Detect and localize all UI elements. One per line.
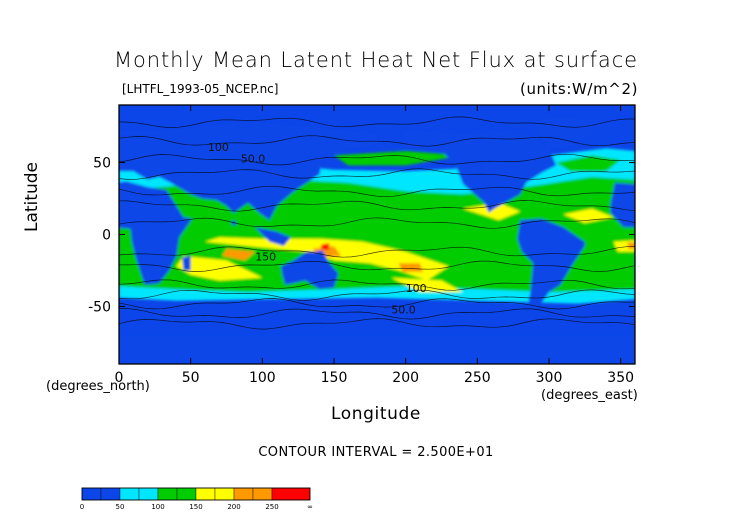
contour-line [119, 308, 635, 320]
x-tick-label: 150 [321, 370, 348, 386]
colorbar-swatch [100, 487, 121, 501]
chart-title: Monthly Mean Latent Heat Net Flux at sur… [114, 48, 638, 72]
field-layers [119, 116, 635, 364]
x-tick-label: 0 [115, 370, 124, 386]
colorbar-swatch [271, 487, 311, 501]
colorbar-label: 50 [116, 503, 125, 511]
colorbar-swatch [157, 487, 178, 501]
contour-line [119, 200, 635, 212]
file-name-label: [LHTFL_1993-05_NCEP.nc] [122, 82, 279, 96]
land-africa-west [610, 182, 635, 228]
colorbar: 0 50 100 150 200 250 ∞ [80, 487, 313, 511]
contour-lines [119, 116, 635, 330]
colorbar-label: 150 [189, 503, 202, 511]
land-madagascar [182, 256, 191, 271]
contour-line [119, 135, 635, 147]
field-region-150 [176, 256, 263, 281]
colorbar-label: 100 [151, 503, 164, 511]
colorbar-label: 200 [227, 503, 240, 511]
field-region-200 [627, 241, 635, 249]
colorbar-swatch [119, 487, 140, 501]
land-antarctica [119, 335, 635, 364]
map-field: 100 50.0 150 100 50.0 [119, 105, 635, 364]
contour-label: 150 [255, 250, 276, 263]
land-north-america [398, 130, 557, 213]
contour-line [119, 279, 635, 291]
contour-interval-label: CONTOUR INTERVAL = 2.500E+01 [258, 445, 494, 460]
land-indonesia [255, 227, 291, 246]
land-sri-lanka [230, 220, 237, 226]
colorbar-frame [81, 487, 311, 501]
x-tick-label: 50 [182, 370, 200, 386]
contour-line [119, 260, 635, 272]
field-region-150 [205, 237, 449, 281]
field-region-100 [334, 151, 463, 166]
contour-line [119, 298, 635, 310]
contour-line [119, 246, 635, 258]
x-tick-label: 250 [464, 370, 491, 386]
units-label: (units:W/m^2) [520, 80, 639, 98]
colorbar-label: 0 [80, 503, 84, 511]
y-tick-label: 0 [102, 228, 111, 244]
y-axis-unit-label: (degrees_north) [46, 379, 150, 394]
land-africa [119, 181, 193, 285]
contour-label: 100 [208, 141, 229, 154]
land-south-america [517, 218, 585, 310]
colorbar-label: ∞ [307, 503, 313, 511]
contour-label: 50.0 [241, 153, 265, 166]
x-tick-label: 350 [607, 370, 634, 386]
contour-line [119, 168, 635, 180]
contour-line [119, 217, 635, 229]
contour-line [119, 289, 635, 301]
colorbar-label: 250 [265, 503, 278, 511]
x-tick-label: 300 [536, 370, 563, 386]
colorbar-swatch [233, 487, 254, 501]
land-australia [281, 250, 339, 290]
x-axis-unit-label: (degrees_east) [541, 388, 638, 403]
x-axis-label: Longitude [331, 404, 421, 424]
contour-line [119, 318, 635, 330]
field-region-200 [222, 248, 256, 261]
field-region-150 [391, 277, 463, 293]
field-region-200 [398, 263, 423, 272]
colorbar-swatch [195, 487, 216, 501]
field-region-150 [463, 202, 521, 221]
colorbar-swatch [214, 487, 235, 501]
field-region-250 [321, 243, 330, 251]
colorbar-swatch [138, 487, 159, 501]
axes: 0 50 100 150 200 250 300 350 -50 0 50 [88, 105, 635, 386]
y-tick-label: -50 [88, 299, 111, 315]
contour-label: 100 [406, 282, 427, 295]
x-tick-label: 200 [392, 370, 419, 386]
contour-line [119, 116, 635, 128]
y-tick-label: 50 [93, 156, 111, 172]
contour-label: 50.0 [391, 304, 416, 317]
land-eurasia [119, 122, 377, 221]
colorbar-swatch [176, 487, 197, 501]
contour-line [119, 185, 635, 198]
colorbar-swatch [81, 487, 102, 501]
x-tick-label: 100 [249, 370, 276, 386]
colorbar-swatch [252, 487, 273, 501]
contour-line [119, 153, 635, 166]
